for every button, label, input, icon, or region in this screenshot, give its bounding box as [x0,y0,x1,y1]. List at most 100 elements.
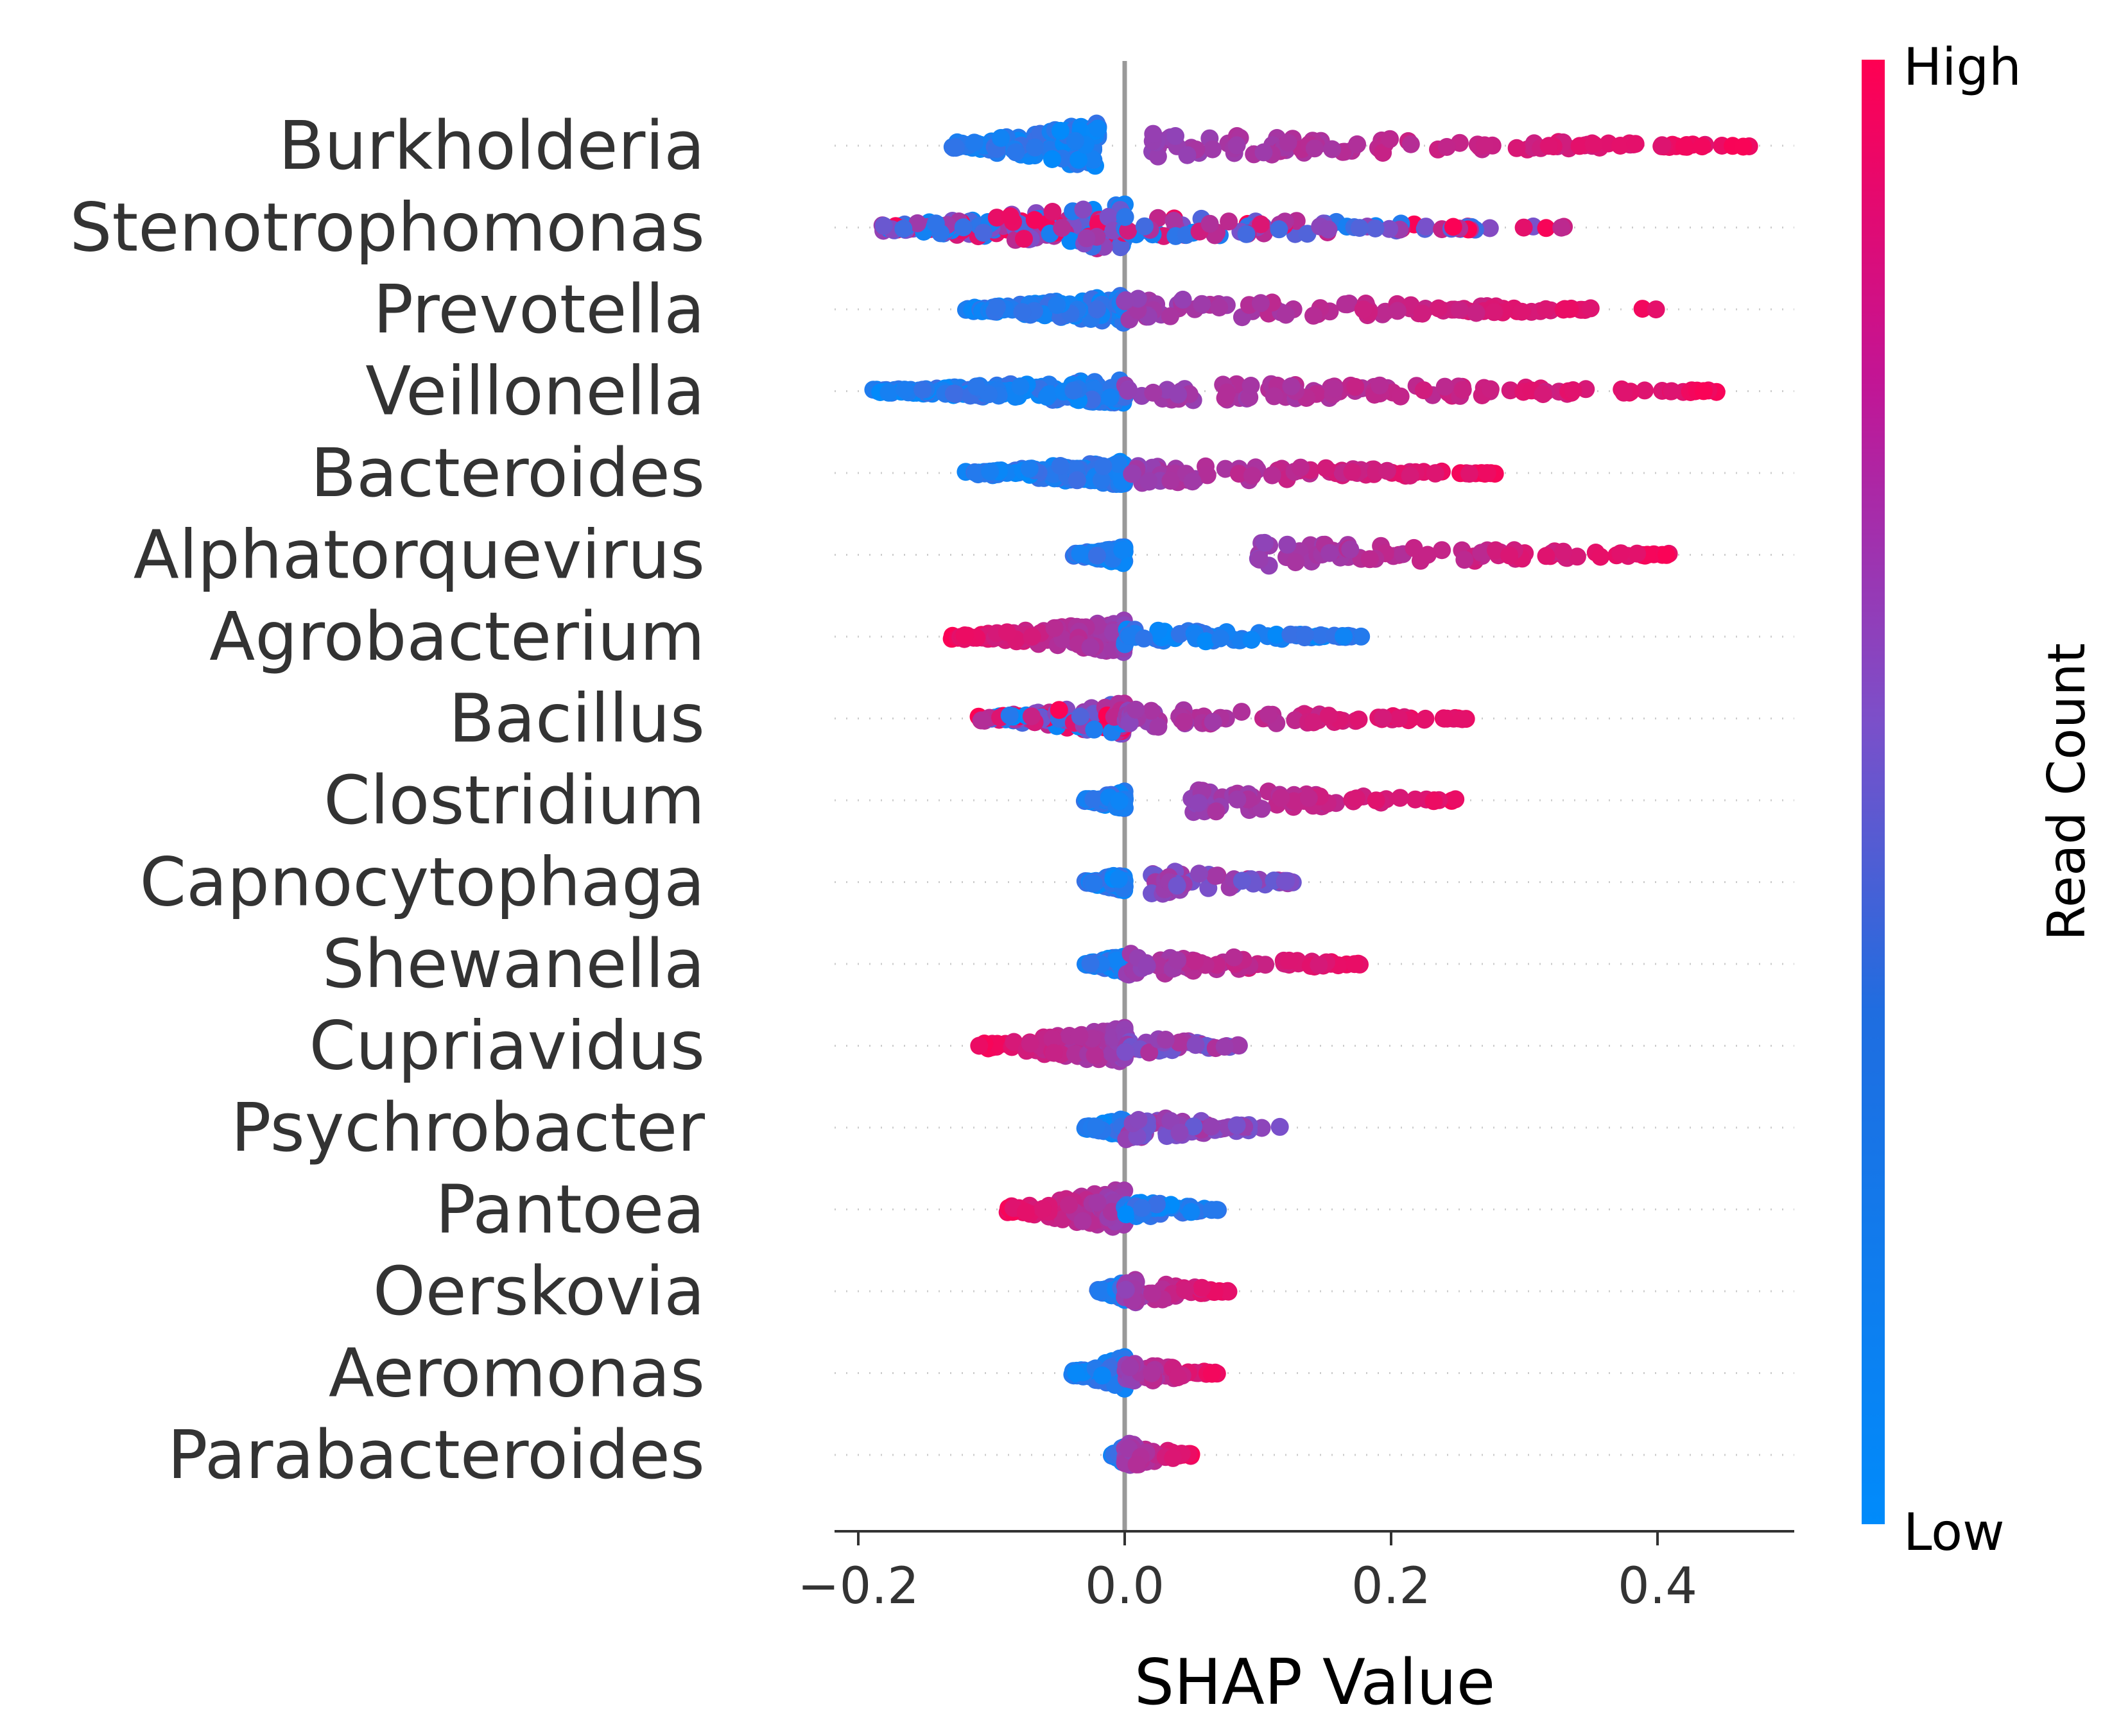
shap-point [1084,874,1103,893]
shap-points [864,114,1758,1474]
shap-point [1210,298,1229,317]
shap-point [1380,219,1399,238]
shap-point [1045,619,1064,637]
shap-point [1555,300,1574,318]
shap-point [1000,706,1019,725]
shap-point [987,209,1006,227]
shap-point [1161,307,1179,325]
shap-point [1071,707,1089,726]
shap-point [1286,711,1304,730]
shap-point [1093,1366,1111,1385]
shap-point [1534,385,1552,404]
shap-point [1343,463,1362,481]
shap-point [1085,720,1104,739]
shap-point [1052,121,1069,140]
shap-point [1184,1117,1203,1136]
shap-point [1433,541,1451,560]
feature-label: Psychrobacter [231,1088,706,1167]
shap-point [998,623,1016,642]
feature-label: Bacteroides [311,434,705,512]
shap-point [874,216,893,235]
shap-point [1007,143,1025,162]
shap-point [1193,295,1211,313]
shap-point [1350,219,1369,237]
shap-point [1148,147,1167,166]
shap-point [1401,467,1419,485]
shap-point [1070,1027,1089,1045]
shap-point [954,218,973,237]
shap-point [1401,135,1420,153]
feature-label: Bacillus [449,680,705,758]
shap-point [1119,221,1138,240]
shap-point [1149,621,1168,640]
shap-point [1286,553,1305,572]
shap-point [1251,294,1270,313]
shap-point [1539,137,1558,155]
colorbar: High Low Read Count [1862,37,2097,1562]
shap-point [1186,1036,1205,1054]
shap-point [1406,790,1424,809]
shap-point [1568,547,1586,566]
feature-label: Capnocytophaga [140,843,705,922]
shap-point [1252,215,1270,234]
shap-point [1450,300,1469,319]
shap-point [1481,380,1500,399]
shap-point [1626,135,1645,153]
shap-point [1552,218,1571,237]
shap-point [1202,1364,1221,1383]
shap-point [1227,1116,1246,1135]
shap-point [1475,136,1494,155]
shap-point [1169,1368,1187,1386]
shap-point [1203,140,1222,159]
shap-point [1218,383,1236,402]
shap-point [1183,472,1202,491]
shap-point [1325,379,1344,398]
shap-point [1170,1123,1189,1142]
shap-point [1480,219,1499,237]
shap-point [1025,211,1044,229]
colorbar-low-label: Low [1903,1502,2005,1562]
shap-point [1166,127,1184,145]
shap-point [1348,135,1367,153]
shap-point [1693,137,1711,155]
shap-point [1453,710,1471,728]
shap-point [896,381,914,399]
shap-point [1164,212,1183,230]
shap-point [1225,948,1243,967]
shap-point [1296,626,1314,644]
shap-point [1118,382,1137,400]
shap-point [1197,632,1215,651]
shap-point [1282,377,1301,395]
shap-point [1175,712,1193,731]
shap-point [974,223,992,242]
shap-point [1001,207,1019,225]
shap-point [1068,471,1086,490]
shap-point [1371,376,1389,395]
shap-point [1066,132,1084,150]
shap-point [1116,1280,1135,1299]
shap-point [1043,150,1061,168]
shap-point [1292,458,1310,477]
shap-point [913,381,932,399]
shap-point [1277,305,1295,324]
shap-point [1064,381,1083,400]
shap-point [1067,1364,1086,1382]
shap-point [1117,1205,1136,1224]
shap-point [1182,1203,1200,1221]
shap-point [1140,1044,1159,1061]
shap-point [1256,956,1275,974]
shap-point [1218,1282,1237,1300]
shap-point [1390,709,1408,728]
shap-point [965,133,983,152]
shap-point [1537,219,1555,237]
shap-point [1734,137,1753,156]
shap-point [1168,951,1187,970]
shap-point [1405,538,1423,557]
shap-point [992,129,1010,147]
feature-label: Cupriavidus [309,1007,705,1085]
shap-point [1193,1278,1211,1297]
shap-point [1320,544,1339,562]
shap-point [1190,864,1208,883]
shap-point [1069,151,1088,169]
shap-point [1554,542,1573,561]
